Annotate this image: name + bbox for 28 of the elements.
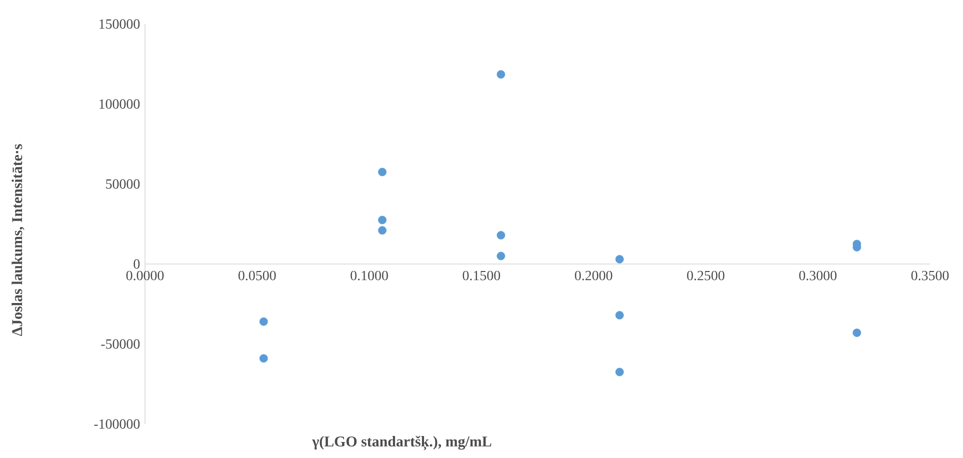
point — [615, 255, 624, 264]
point — [615, 311, 624, 320]
x-tick-label: 0.2500 — [687, 270, 724, 280]
x-tick-label: 0.1500 — [462, 270, 500, 280]
x-tick-label: 0.0000 — [126, 270, 164, 280]
x-tick-label: 0.0500 — [238, 270, 276, 280]
point — [378, 226, 386, 235]
y-tick-label: 100000 — [100, 99, 140, 109]
y-tick-label: 150000 — [100, 19, 140, 29]
y-tick-label: -100000 — [94, 419, 140, 429]
point — [378, 168, 386, 176]
point — [496, 70, 506, 79]
point — [378, 216, 386, 224]
point — [852, 328, 862, 337]
x-tick-label: 0.2000 — [574, 270, 612, 280]
x-tick-label: 0.1000 — [350, 270, 388, 280]
y-axis-title: ΔJoslas laukums, Intensitāte·s — [12, 144, 24, 336]
point — [615, 368, 624, 376]
point — [259, 317, 268, 326]
x-tick-label: 0.3500 — [911, 270, 949, 280]
x-tick-label: 0.3000 — [799, 270, 837, 280]
point — [259, 354, 268, 363]
y-tick-label: 0 — [134, 259, 140, 269]
point — [496, 252, 506, 260]
y-tick-label: -50000 — [101, 339, 140, 349]
x-axis-title: γ(LGO standartšķ.), mg/mL — [312, 436, 492, 450]
point — [496, 231, 506, 240]
y-tick-label: 50000 — [106, 179, 140, 189]
